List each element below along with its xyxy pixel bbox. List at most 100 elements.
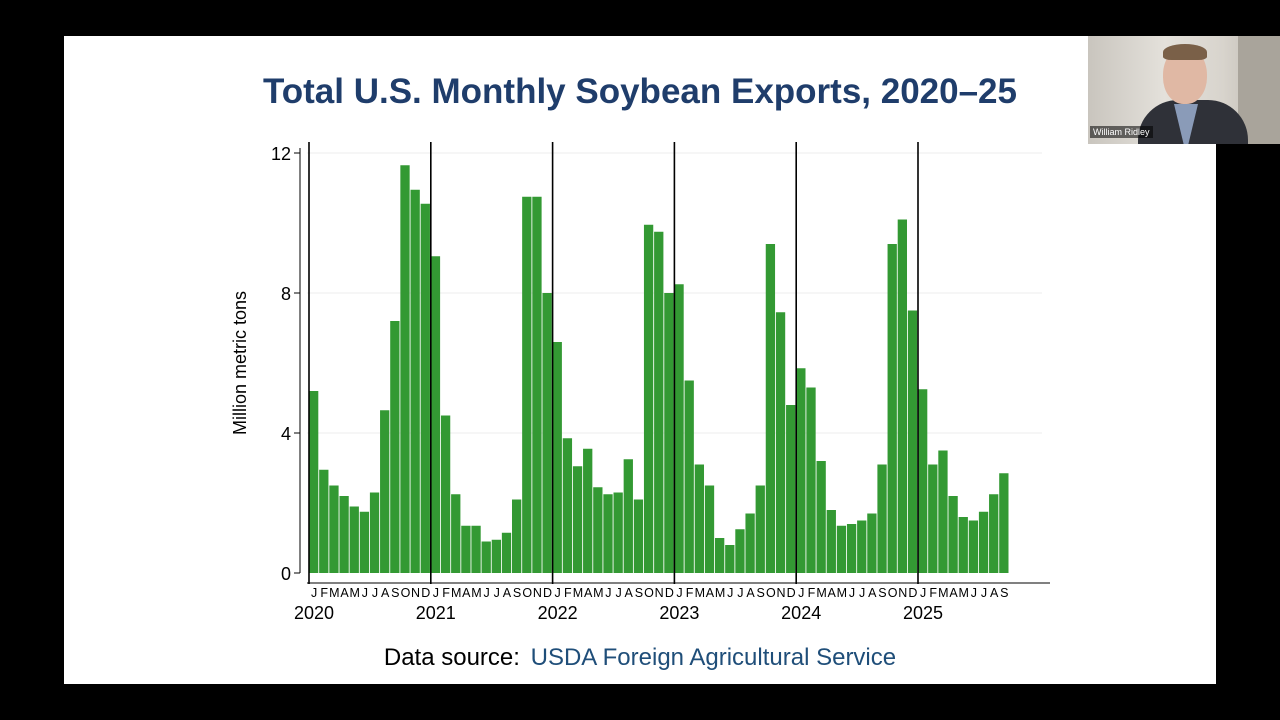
month-tick-label: M — [349, 586, 359, 600]
bar — [451, 494, 461, 573]
bar — [846, 524, 857, 573]
bar — [369, 492, 380, 573]
month-tick-label: J — [676, 586, 682, 600]
month-tick-label: J — [798, 586, 804, 600]
y-axis-title: Million metric tons — [230, 291, 250, 435]
month-tick-label: J — [971, 586, 977, 600]
y-tick-label: 12 — [271, 144, 291, 164]
bar — [796, 368, 806, 573]
bar — [786, 405, 796, 573]
bar — [583, 448, 593, 573]
y-tick-label: 4 — [281, 424, 291, 444]
month-tick-label: F — [686, 586, 694, 600]
year-label: 2022 — [538, 603, 578, 623]
month-tick-label: S — [635, 586, 643, 600]
y-tick-label: 0 — [281, 564, 291, 584]
month-tick-label: S — [878, 586, 886, 600]
month-tick-label: F — [442, 586, 450, 600]
month-tick-label: D — [787, 586, 796, 600]
bar — [765, 244, 776, 573]
month-tick-label: M — [938, 586, 948, 600]
bars — [309, 165, 1009, 573]
bar — [359, 511, 370, 573]
month-tick-label: N — [411, 586, 420, 600]
bar — [491, 539, 501, 573]
month-tick-label: F — [320, 586, 328, 600]
bar — [420, 203, 430, 573]
month-tick-label: J — [615, 586, 621, 600]
bar — [633, 499, 644, 573]
month-tick-label: O — [522, 586, 532, 600]
month-tick-label: N — [776, 586, 785, 600]
month-tick-label: M — [451, 586, 461, 600]
bar — [989, 494, 999, 573]
month-tick-label: N — [655, 586, 664, 600]
data-source-caption: Data source: USDA Foreign Agricultural S… — [64, 644, 1216, 672]
data-source-link[interactable]: USDA Foreign Agricultural Service — [530, 644, 897, 671]
month-tick-label: J — [605, 586, 611, 600]
bar — [542, 293, 552, 573]
bar — [349, 506, 359, 573]
month-tick-label: M — [837, 586, 847, 600]
bar — [887, 244, 897, 573]
bar — [826, 510, 836, 573]
bar — [735, 529, 745, 573]
bar — [664, 293, 674, 573]
slide: Total U.S. Monthly Soybean Exports, 2020… — [64, 36, 1280, 684]
bar — [339, 496, 349, 573]
month-tick-label: O — [888, 586, 898, 600]
bar — [532, 196, 542, 573]
bar — [512, 499, 522, 573]
month-tick-label: J — [555, 586, 561, 600]
y-tick-label: 8 — [281, 284, 291, 304]
year-label: 2025 — [903, 603, 943, 623]
bar — [400, 165, 410, 573]
bar — [918, 389, 928, 573]
month-tick-label: J — [859, 586, 865, 600]
year-label: 2024 — [781, 603, 821, 623]
month-tick-label: N — [533, 586, 542, 600]
bar — [938, 450, 948, 573]
month-tick-label: J — [362, 586, 368, 600]
bar — [319, 469, 329, 573]
bar — [501, 532, 512, 573]
month-tick-label: D — [665, 586, 674, 600]
bar — [410, 189, 420, 573]
month-tick-label: J — [372, 586, 378, 600]
month-tick-label: A — [706, 586, 715, 600]
month-tick-label: J — [737, 586, 743, 600]
month-tick-label: S — [391, 586, 399, 600]
month-tick-label: M — [471, 586, 481, 600]
bar — [928, 464, 938, 573]
bar — [329, 485, 339, 573]
month-tick-label: M — [593, 586, 603, 600]
month-tick-label: A — [828, 586, 837, 600]
month-tick-label: J — [920, 586, 926, 600]
bar — [999, 473, 1009, 573]
month-tick-label: M — [715, 586, 725, 600]
bar — [806, 387, 816, 573]
month-tick-label: F — [564, 586, 572, 600]
month-tick-label: S — [1000, 586, 1008, 600]
month-tick-label: A — [584, 586, 593, 600]
bar — [694, 464, 704, 573]
bar — [978, 511, 989, 573]
bar — [948, 496, 958, 573]
bar — [867, 513, 877, 573]
bar — [309, 391, 319, 573]
bar — [603, 494, 613, 573]
participant-video-tile[interactable]: William Ridley — [1088, 36, 1280, 144]
month-tick-label: J — [433, 586, 439, 600]
month-tick-label: A — [625, 586, 634, 600]
bar — [643, 224, 654, 573]
bar — [390, 321, 400, 573]
month-tick-label: M — [329, 586, 339, 600]
month-tick-label: A — [381, 586, 390, 600]
bar — [461, 525, 471, 573]
month-tick-label: D — [421, 586, 430, 600]
month-tick-label: A — [949, 586, 958, 600]
year-label: 2023 — [659, 603, 699, 623]
month-tick-label: J — [981, 586, 987, 600]
bar — [907, 310, 918, 573]
